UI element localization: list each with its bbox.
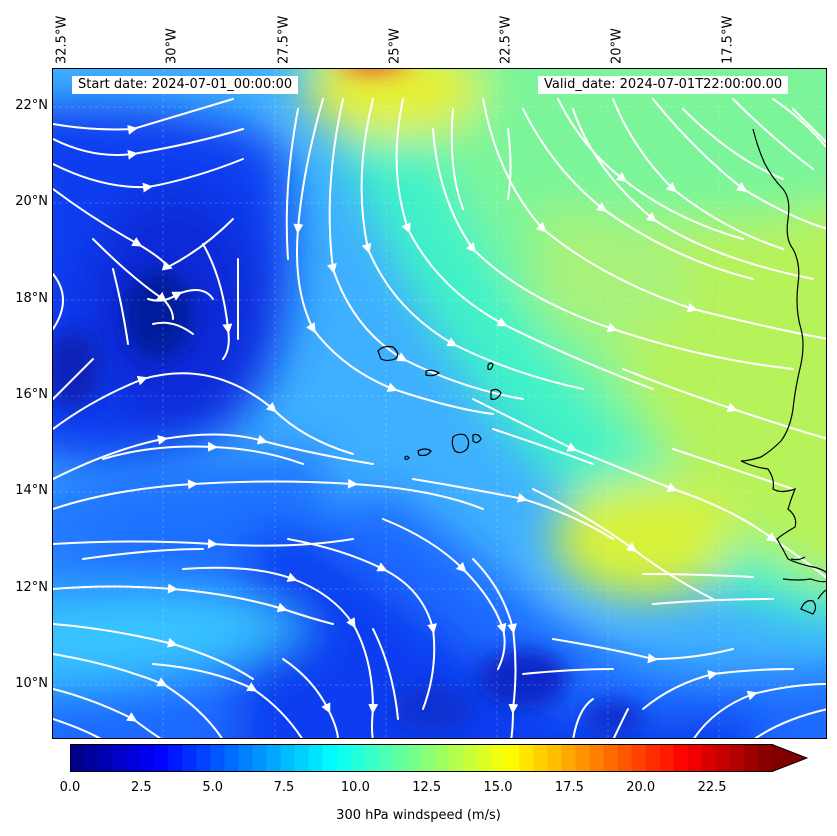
streamlines bbox=[53, 98, 826, 738]
colorbar-tick-label: 7.5 bbox=[273, 780, 295, 795]
colorbar-swatch bbox=[561, 744, 577, 772]
latitude-label-20n: 20°N bbox=[15, 194, 48, 209]
colorbar-swatch bbox=[715, 744, 731, 772]
colorbar-swatch bbox=[463, 744, 478, 772]
latitude-label-16n: 16°N bbox=[15, 387, 48, 402]
windspeed-colorbar bbox=[70, 744, 808, 772]
colorbar-tick-label: 2.5 bbox=[130, 780, 152, 795]
colorbar-tick-label: 12.5 bbox=[412, 780, 442, 795]
wind-speed-map bbox=[52, 68, 827, 739]
colorbar-swatch bbox=[449, 744, 464, 772]
latitude-label-12n: 12°N bbox=[15, 580, 48, 595]
colorbar-swatch bbox=[757, 744, 773, 772]
colorbar-tick-label: 20.0 bbox=[626, 780, 656, 795]
longitude-label-25w: 25°W bbox=[387, 28, 403, 64]
colorbar-swatch bbox=[645, 744, 661, 772]
colorbar-swatch bbox=[659, 744, 675, 772]
longitude-label-30w: 30°W bbox=[164, 28, 180, 64]
colorbar-swatch bbox=[140, 744, 155, 772]
colorbar-swatch bbox=[687, 744, 703, 772]
start-date-label: Start date: 2024-07-01_00:00:00 bbox=[72, 76, 299, 94]
colorbar-swatch bbox=[70, 744, 85, 772]
colorbar-swatch bbox=[266, 744, 282, 772]
colorbar-swatch bbox=[421, 744, 436, 772]
latitude-label-18n: 18°N bbox=[15, 291, 48, 306]
colorbar-swatch bbox=[631, 744, 647, 772]
colorbar-swatches bbox=[70, 744, 807, 772]
colorbar-swatch bbox=[280, 744, 296, 772]
colorbar-swatch bbox=[547, 744, 562, 772]
colorbar-swatch bbox=[84, 744, 99, 772]
colorbar-swatch bbox=[533, 744, 548, 772]
colorbar-swatch bbox=[252, 744, 268, 772]
coastlines bbox=[377, 128, 826, 615]
colorbar-swatch bbox=[378, 744, 394, 772]
colorbar-swatch bbox=[743, 744, 759, 772]
longitude-label-17-5w: 17.5°W bbox=[720, 15, 736, 64]
colorbar-swatch bbox=[392, 744, 408, 772]
colorbar-swatch bbox=[364, 744, 380, 772]
colorbar-tick-label: 0.0 bbox=[59, 780, 81, 795]
colorbar-swatch bbox=[224, 744, 240, 772]
colorbar-swatch bbox=[98, 744, 113, 772]
colorbar-tick-label: 17.5 bbox=[554, 780, 584, 795]
colorbar-swatch bbox=[294, 744, 310, 772]
latitude-label-14n: 14°N bbox=[15, 483, 48, 498]
colorbar-title: 300 hPa windspeed (m/s) bbox=[336, 808, 501, 823]
colorbar-tick-label: 15.0 bbox=[483, 780, 513, 795]
longitude-label-20w: 20°W bbox=[609, 28, 625, 64]
colorbar-swatch bbox=[505, 744, 520, 772]
colorbar-swatch bbox=[168, 744, 183, 772]
latitude-label-10n: 10°N bbox=[15, 676, 48, 691]
colorbar-swatch bbox=[112, 744, 127, 772]
colorbar-swatch bbox=[491, 744, 506, 772]
colorbar-swatch bbox=[196, 744, 211, 772]
colorbar-swatch bbox=[729, 744, 745, 772]
colorbar-swatch bbox=[182, 744, 197, 772]
colorbar-swatch bbox=[406, 744, 422, 772]
colorbar-swatch bbox=[603, 744, 619, 772]
colorbar-swatch bbox=[435, 744, 450, 772]
longitude-label-27-5w: 27.5°W bbox=[276, 15, 292, 64]
colorbar-tick-label: 5.0 bbox=[202, 780, 224, 795]
latitude-label-22n: 22°N bbox=[15, 98, 48, 113]
colorbar-swatch bbox=[701, 744, 717, 772]
colorbar-swatch bbox=[238, 744, 254, 772]
valid-date-label: Valid_date: 2024-07-01T22:00:00.00 bbox=[538, 76, 789, 94]
colorbar-swatch bbox=[477, 744, 492, 772]
colorbar-swatch bbox=[210, 744, 226, 772]
longitude-label-32-5w: 32.5°W bbox=[54, 15, 70, 64]
colorbar-tick-label: 10.0 bbox=[340, 780, 370, 795]
colorbar-swatch bbox=[322, 744, 338, 772]
colorbar-extend-triangle bbox=[772, 744, 807, 772]
colorbar-swatch bbox=[308, 744, 324, 772]
colorbar-tick-label: 22.5 bbox=[697, 780, 727, 795]
colorbar-swatch bbox=[617, 744, 633, 772]
colorbar-swatch bbox=[589, 744, 605, 772]
colorbar-swatch bbox=[350, 744, 366, 772]
colorbar-swatch bbox=[126, 744, 141, 772]
colorbar-swatch bbox=[673, 744, 689, 772]
longitude-label-22-5w: 22.5°W bbox=[498, 15, 514, 64]
colorbar-swatch bbox=[336, 744, 352, 772]
colorbar-swatch bbox=[154, 744, 169, 772]
colorbar-swatch bbox=[519, 744, 534, 772]
colorbar-swatch bbox=[575, 744, 591, 772]
